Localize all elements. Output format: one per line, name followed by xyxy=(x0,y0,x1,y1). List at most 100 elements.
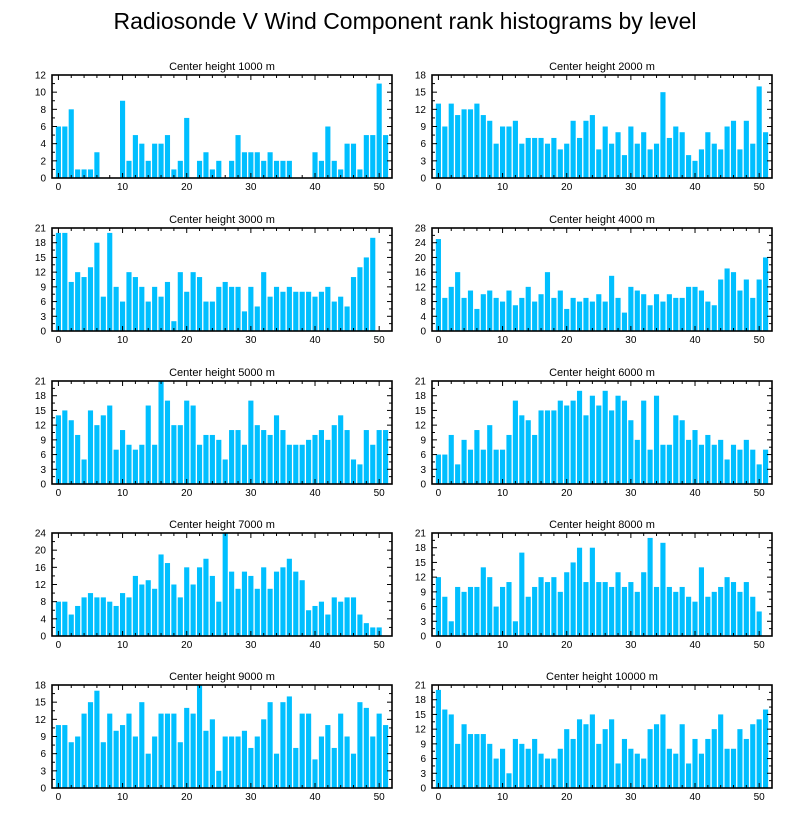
bar xyxy=(306,713,312,788)
bar xyxy=(139,584,145,636)
x-tick-label: 40 xyxy=(689,792,701,803)
bar xyxy=(209,575,215,636)
bar xyxy=(241,444,248,484)
bar xyxy=(705,132,711,178)
bar xyxy=(621,312,628,331)
bar xyxy=(338,601,344,636)
bar xyxy=(641,400,647,484)
bar xyxy=(363,257,369,331)
bar xyxy=(55,601,61,636)
bar xyxy=(660,714,666,788)
x-tick-label: 10 xyxy=(497,640,509,651)
x-tick-label: 30 xyxy=(625,335,637,346)
bar xyxy=(325,126,331,178)
bar xyxy=(62,232,68,331)
bar xyxy=(164,713,171,788)
bar xyxy=(519,552,525,636)
bar xyxy=(94,425,100,484)
plot-frame xyxy=(51,74,393,179)
bar xyxy=(557,400,563,484)
x-tick-label: 50 xyxy=(754,640,766,651)
bar xyxy=(551,410,557,484)
bar xyxy=(293,291,299,331)
bar xyxy=(564,143,570,178)
bar xyxy=(519,143,525,178)
bar xyxy=(145,753,151,788)
bar xyxy=(126,272,132,331)
bar xyxy=(267,588,273,636)
bar xyxy=(113,286,119,331)
bar xyxy=(756,464,762,484)
y-tick-label: 15 xyxy=(35,698,47,709)
bar xyxy=(455,272,461,331)
y-tick-label: 9 xyxy=(40,435,46,446)
bar xyxy=(525,420,531,484)
y-tick-label: 0 xyxy=(420,632,426,643)
bar xyxy=(525,137,531,178)
panel-title: Center height 2000 m xyxy=(549,61,655,73)
bar xyxy=(493,606,499,636)
bar xyxy=(235,430,241,484)
bar xyxy=(363,707,369,788)
bar xyxy=(750,143,756,178)
bar xyxy=(370,627,376,636)
bar xyxy=(338,169,344,178)
bar xyxy=(216,286,222,331)
y-tick-label: 12 xyxy=(415,725,427,736)
x-tick-label: 40 xyxy=(689,182,701,193)
x-tick-label: 50 xyxy=(374,488,386,499)
x-tick-label: 50 xyxy=(374,335,386,346)
bar xyxy=(692,430,698,484)
bar xyxy=(692,286,698,331)
bar xyxy=(666,137,672,178)
bar xyxy=(532,586,538,636)
bar xyxy=(62,126,68,178)
bar xyxy=(363,623,369,637)
bar xyxy=(229,286,235,331)
bar xyxy=(357,702,363,788)
bar xyxy=(602,729,608,788)
bar xyxy=(273,286,280,331)
bar xyxy=(743,439,749,484)
histogram-panel-8: Center height 8000 m 0 10 20 30 40 50 0 3 6 9 12 15 1… xyxy=(415,519,773,651)
panel-title: Center height 10000 m xyxy=(546,671,658,683)
bar xyxy=(190,405,196,484)
x-tick-label: 10 xyxy=(117,182,129,193)
y-tick-label: 9 xyxy=(40,732,46,743)
bar xyxy=(280,567,286,636)
bar xyxy=(267,296,273,331)
bar xyxy=(107,232,113,331)
bar xyxy=(448,286,454,331)
bar xyxy=(286,286,292,331)
y-tick-label: 0 xyxy=(40,784,46,795)
bar xyxy=(370,135,376,178)
bar xyxy=(254,425,260,484)
bar xyxy=(557,290,563,331)
y-tick-label: 0 xyxy=(40,480,46,491)
bar xyxy=(730,748,737,788)
bar xyxy=(286,558,292,636)
bar xyxy=(621,586,628,636)
bar xyxy=(750,297,756,331)
bar xyxy=(480,449,486,484)
bar xyxy=(500,748,506,788)
bar xyxy=(171,425,177,484)
bar xyxy=(500,301,506,331)
y-tick-label: 18 xyxy=(415,695,427,706)
bar xyxy=(679,132,685,178)
bar xyxy=(248,152,254,178)
bar xyxy=(254,588,260,636)
bar xyxy=(158,554,164,636)
x-tick-label: 40 xyxy=(309,792,321,803)
y-tick-label: 18 xyxy=(415,543,427,554)
bar xyxy=(583,120,589,178)
bar xyxy=(177,160,183,178)
bar xyxy=(647,537,653,636)
y-tick-label: 9 xyxy=(420,122,426,133)
bar xyxy=(286,696,292,788)
bar xyxy=(344,736,350,788)
x-tick-label: 50 xyxy=(754,488,766,499)
bar xyxy=(171,321,177,331)
y-tick-label: 20 xyxy=(35,546,47,557)
bar xyxy=(544,143,551,178)
